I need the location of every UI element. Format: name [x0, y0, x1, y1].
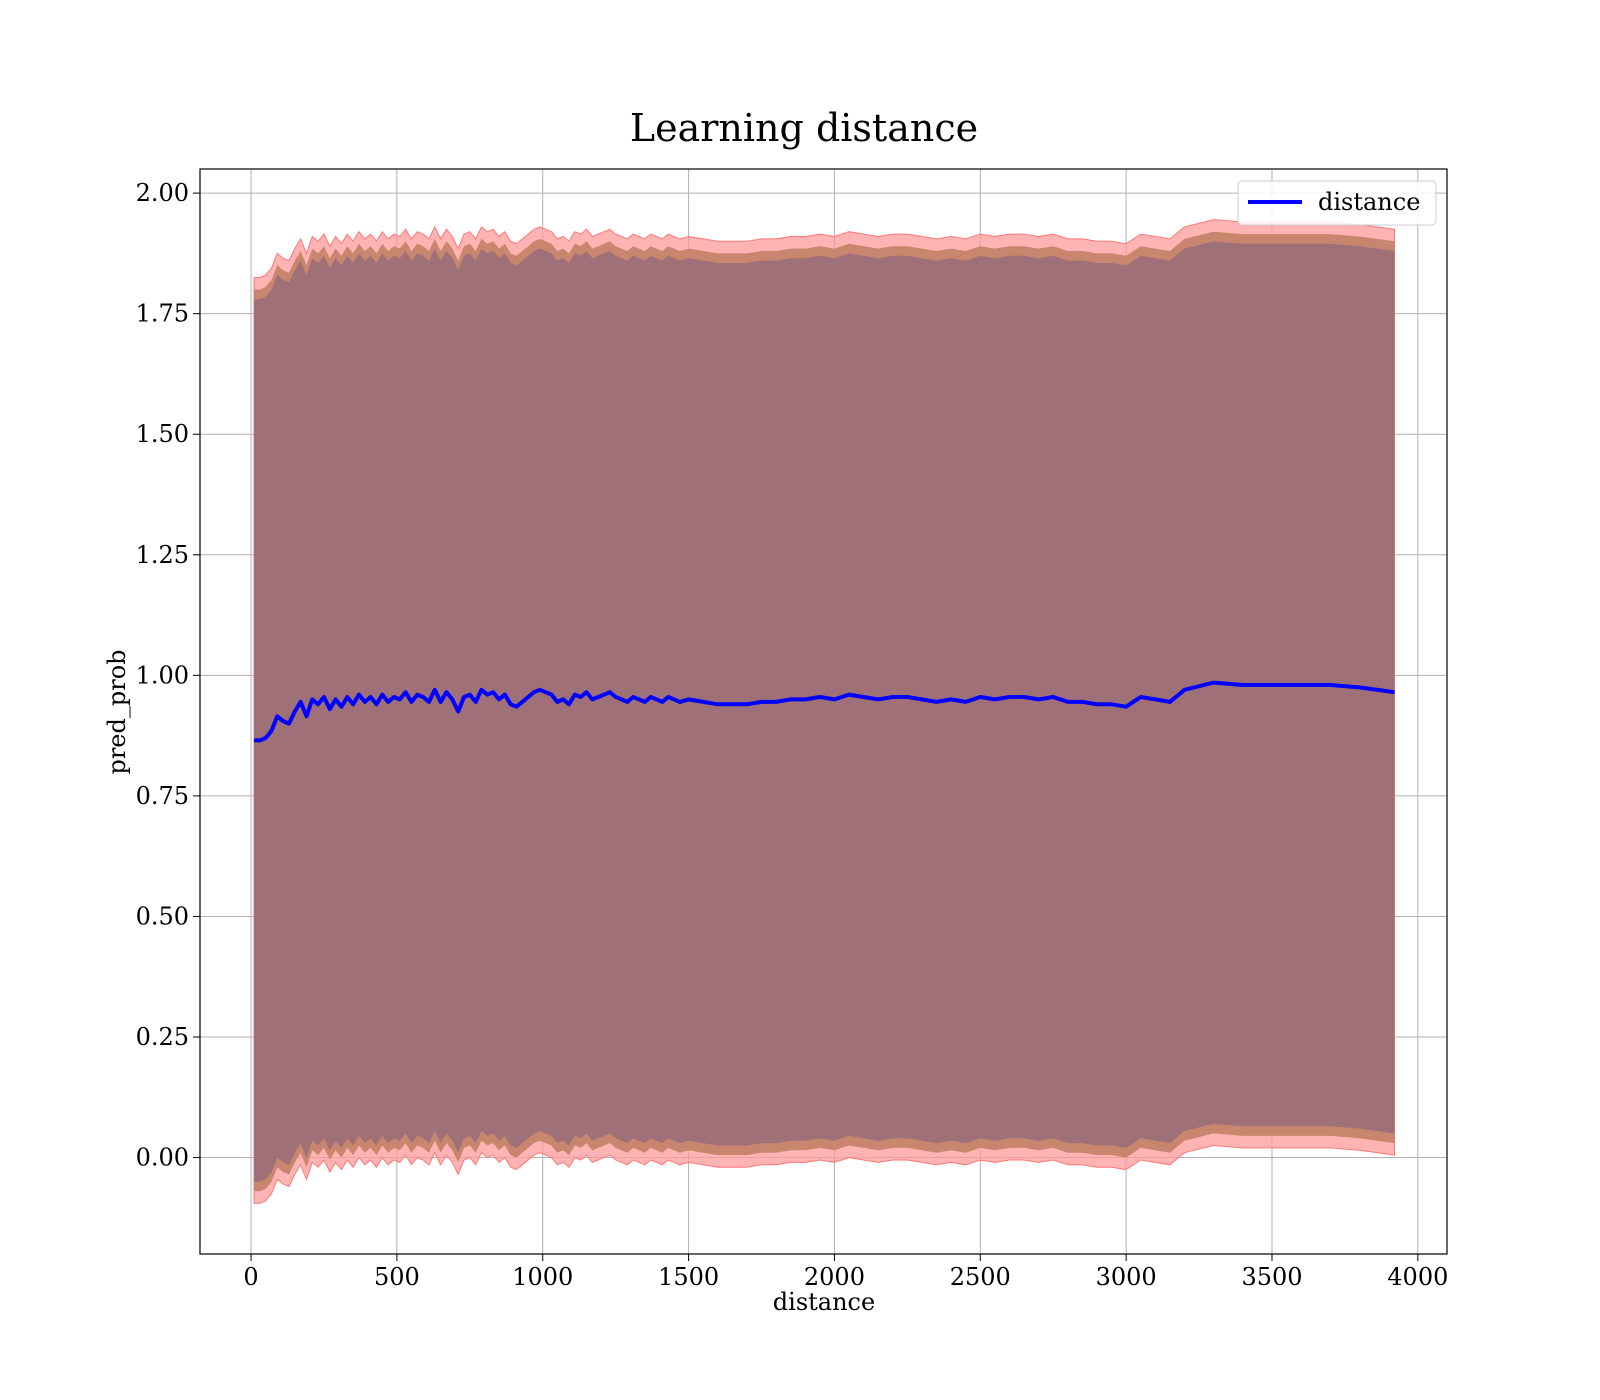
y-tick-label: 1.00 [136, 661, 189, 689]
y-tick-label: 1.25 [136, 541, 189, 569]
x-tick-label: 4000 [1387, 1263, 1448, 1291]
y-tick-label: 0.75 [136, 782, 189, 810]
confidence-bands [253, 219, 1395, 1204]
x-axis-label: distance [773, 1288, 875, 1316]
x-tick-label: 2500 [950, 1263, 1011, 1291]
legend-box [1237, 180, 1437, 226]
y-tick-label: 2.00 [136, 179, 189, 207]
y-tick-label: 0.00 [136, 1144, 189, 1172]
band-inner [254, 241, 1395, 1182]
legend-label: distance [1318, 188, 1420, 216]
series-line-distance [254, 680, 1395, 743]
x-tick-label: 1500 [658, 1263, 719, 1291]
y-axis-label: pred_prob [103, 649, 131, 774]
series-lines [254, 680, 1395, 743]
x-tick-label: 500 [374, 1263, 420, 1291]
y-tick-label: 1.75 [136, 300, 189, 328]
y-axis-ticks: 0.00 0.25 0.50 0.75 1.00 1.25 1.50 1.75 2.00 [136, 179, 200, 1172]
y-tick-label: 0.25 [136, 1023, 189, 1051]
y-tick-label: 1.50 [136, 420, 189, 448]
x-tick-label: 2000 [804, 1263, 865, 1291]
x-axis-ticks: 0 500 1000 1500 2000 2500 3000 3500 4000 [243, 1254, 1448, 1291]
x-tick-label: 3000 [1096, 1263, 1157, 1291]
y-tick-label: 0.50 [136, 902, 189, 930]
chart-title: Learning distance [630, 106, 978, 150]
plot-frame [199, 168, 1448, 1255]
x-tick-label: 1000 [512, 1263, 573, 1291]
x-tick-label: 0 [243, 1263, 258, 1291]
x-tick-label: 3500 [1241, 1263, 1302, 1291]
legend: distance [1237, 180, 1437, 226]
